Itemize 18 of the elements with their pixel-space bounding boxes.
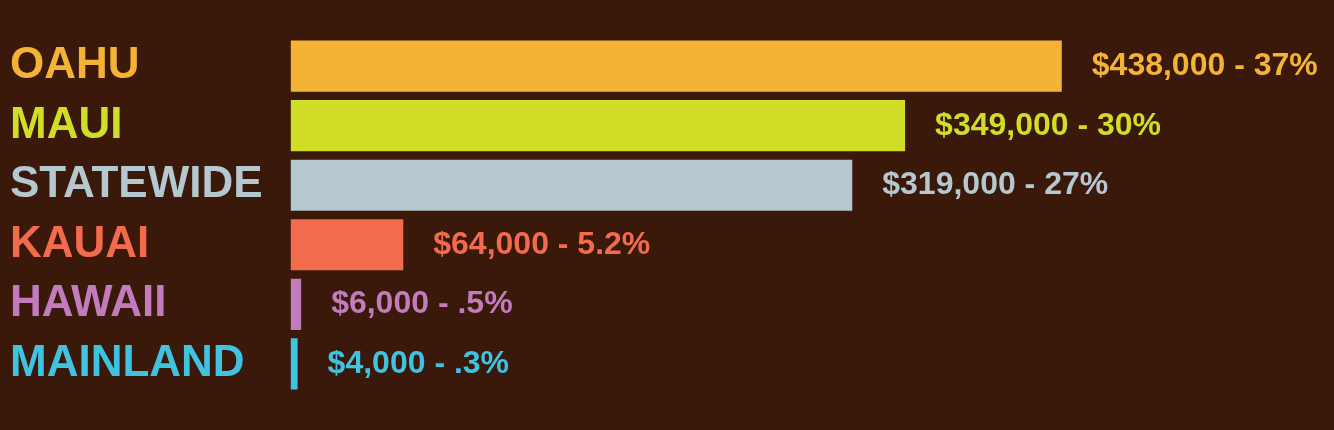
data-label: $4,000 - .3% xyxy=(327,343,510,380)
y-tick-label: HAWAII xyxy=(10,276,167,326)
data-label: $438,000 - 37% xyxy=(1091,45,1318,82)
bar xyxy=(290,278,302,330)
y-tick-label: KAUAI xyxy=(10,216,150,266)
data-label: $319,000 - 27% xyxy=(882,165,1109,202)
bar xyxy=(290,338,298,390)
data-label: $349,000 - 30% xyxy=(935,105,1162,142)
data-label: $6,000 - .5% xyxy=(331,284,513,321)
bar xyxy=(290,100,906,152)
data-label: $64,000 - 5.2% xyxy=(433,224,651,261)
y-tick-label: MAINLAND xyxy=(10,335,245,385)
y-tick-label: MAUI xyxy=(10,97,123,147)
bar xyxy=(290,40,1062,92)
bar xyxy=(290,159,853,211)
y-tick-label: STATEWIDE xyxy=(10,157,263,207)
y-tick-label: OAHU xyxy=(10,38,140,88)
bar xyxy=(290,219,404,271)
